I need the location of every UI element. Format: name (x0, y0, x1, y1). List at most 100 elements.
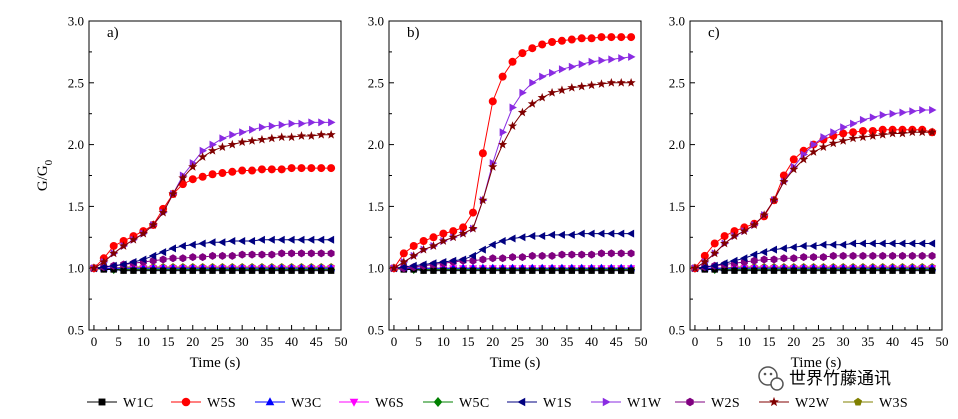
data-point-W1C (189, 267, 196, 274)
data-point-W1C (479, 267, 487, 274)
data-point-W5S (267, 165, 276, 174)
data-point-W2S (298, 249, 305, 258)
data-point-W1S (567, 230, 575, 239)
y-tick-label: 1.5 (669, 199, 685, 214)
legend-label: W2S (711, 396, 740, 411)
data-point-W5S (627, 33, 636, 42)
data-point-W2S (829, 251, 837, 260)
data-point-W1S (119, 260, 127, 269)
x-tick-label: 50 (936, 334, 949, 349)
data-point-W1S (759, 248, 768, 257)
data-point-W1W (519, 88, 527, 97)
data-point-W1S (498, 237, 506, 246)
data-point-W2S (499, 254, 507, 263)
data-point-W2S (317, 249, 325, 258)
data-point-W1W (909, 107, 917, 116)
data-point-W2W (848, 133, 858, 143)
data-point-W1S (606, 229, 615, 238)
data-point-W2S (849, 251, 857, 260)
data-point-W1S (848, 239, 857, 248)
data-point-W5S (307, 164, 316, 173)
data-point-W2W (759, 210, 769, 219)
legend-item-W5C: W5C (423, 396, 489, 411)
data-point-W1C (430, 267, 437, 274)
data-point-W5S (399, 249, 408, 258)
data-point-W1W (199, 146, 208, 155)
data-point-W2W (438, 236, 448, 245)
data-point-W2W (188, 162, 198, 171)
watermark: 世界竹藤通讯 (758, 366, 891, 391)
data-point-W1C (258, 267, 266, 274)
data-point-W5S (700, 251, 709, 260)
data-point-W2W (217, 142, 227, 151)
data-point-W1S (577, 229, 585, 238)
x-axis-title: Time (s) (490, 355, 541, 371)
y-tick-label: 2.0 (68, 137, 84, 152)
data-point-W1S (587, 229, 595, 238)
data-point-W2W (779, 176, 789, 186)
data-point-W1C (770, 267, 778, 274)
data-point-W2W (178, 173, 188, 182)
data-point-W1C (308, 267, 315, 274)
data-point-W1S (518, 233, 526, 242)
data-point-W1W (509, 103, 517, 112)
x-tick-label: 35 (560, 334, 573, 349)
data-point-W5S (419, 237, 428, 246)
x-tick-label: 15 (162, 334, 175, 349)
data-point-W2S (327, 249, 335, 258)
data-point-W1C (548, 267, 556, 274)
data-point-W1W (529, 78, 537, 87)
data-point-W2W (878, 129, 888, 139)
data-point-W2W (917, 127, 927, 137)
data-point-W1C (849, 267, 857, 274)
legend-label: W3C (291, 396, 321, 411)
data-point-W5S (439, 229, 448, 238)
x-tick-label: 40 (585, 334, 598, 349)
data-point-W1S (99, 262, 107, 271)
data-point-W1C (721, 267, 728, 274)
legend-item-W1W: W1W (591, 396, 662, 411)
data-point-W1C (598, 267, 605, 274)
data-point-W1C (420, 267, 427, 274)
data-point-W2W (277, 132, 287, 142)
data-point-W5S (518, 49, 527, 58)
data-point-W2W (749, 220, 759, 229)
data-point-W1C (558, 267, 566, 274)
data-point-W2W (907, 127, 917, 137)
data-point-W1S (158, 248, 167, 257)
data-point-W2W (89, 263, 99, 273)
data-point-W2W (626, 78, 636, 87)
data-point-W2W (458, 228, 468, 238)
data-point-W2W (799, 154, 809, 164)
data-point-W2W (448, 232, 458, 242)
data-point-W1C (459, 267, 467, 274)
data-point-W1C (318, 267, 325, 274)
data-point-W1S (557, 230, 565, 239)
y-tick-label: 2.5 (368, 75, 384, 90)
data-point-W2S (879, 251, 887, 260)
data-point-W5S (469, 208, 477, 217)
panel-label: b) (407, 25, 420, 41)
data-point-W2S (790, 254, 798, 263)
data-point-W1S (720, 259, 728, 268)
data-point-W1S (267, 235, 275, 244)
data-point-W2S (839, 251, 847, 260)
data-point-W5S (208, 170, 217, 179)
data-point-W2S (760, 255, 768, 264)
x-axis-title: Time (s) (791, 355, 842, 371)
data-point-W1W (229, 130, 237, 139)
data-point-W1C (790, 267, 797, 274)
data-point-W1W (588, 57, 596, 66)
x-tick-label: 25 (211, 334, 224, 349)
y-tick-label: 2.5 (669, 75, 685, 90)
data-point-W1S (789, 243, 797, 252)
legend-marker-W2W (769, 396, 779, 407)
data-point-W2S (169, 254, 177, 263)
data-point-W2W (606, 78, 616, 87)
data-point-W5S (498, 72, 507, 81)
x-tick-label: 50 (635, 334, 648, 349)
data-point-W1S (828, 240, 837, 249)
x-tick-label: 0 (391, 334, 398, 349)
data-point-W2S (548, 251, 556, 260)
data-point-W1C (298, 267, 305, 274)
